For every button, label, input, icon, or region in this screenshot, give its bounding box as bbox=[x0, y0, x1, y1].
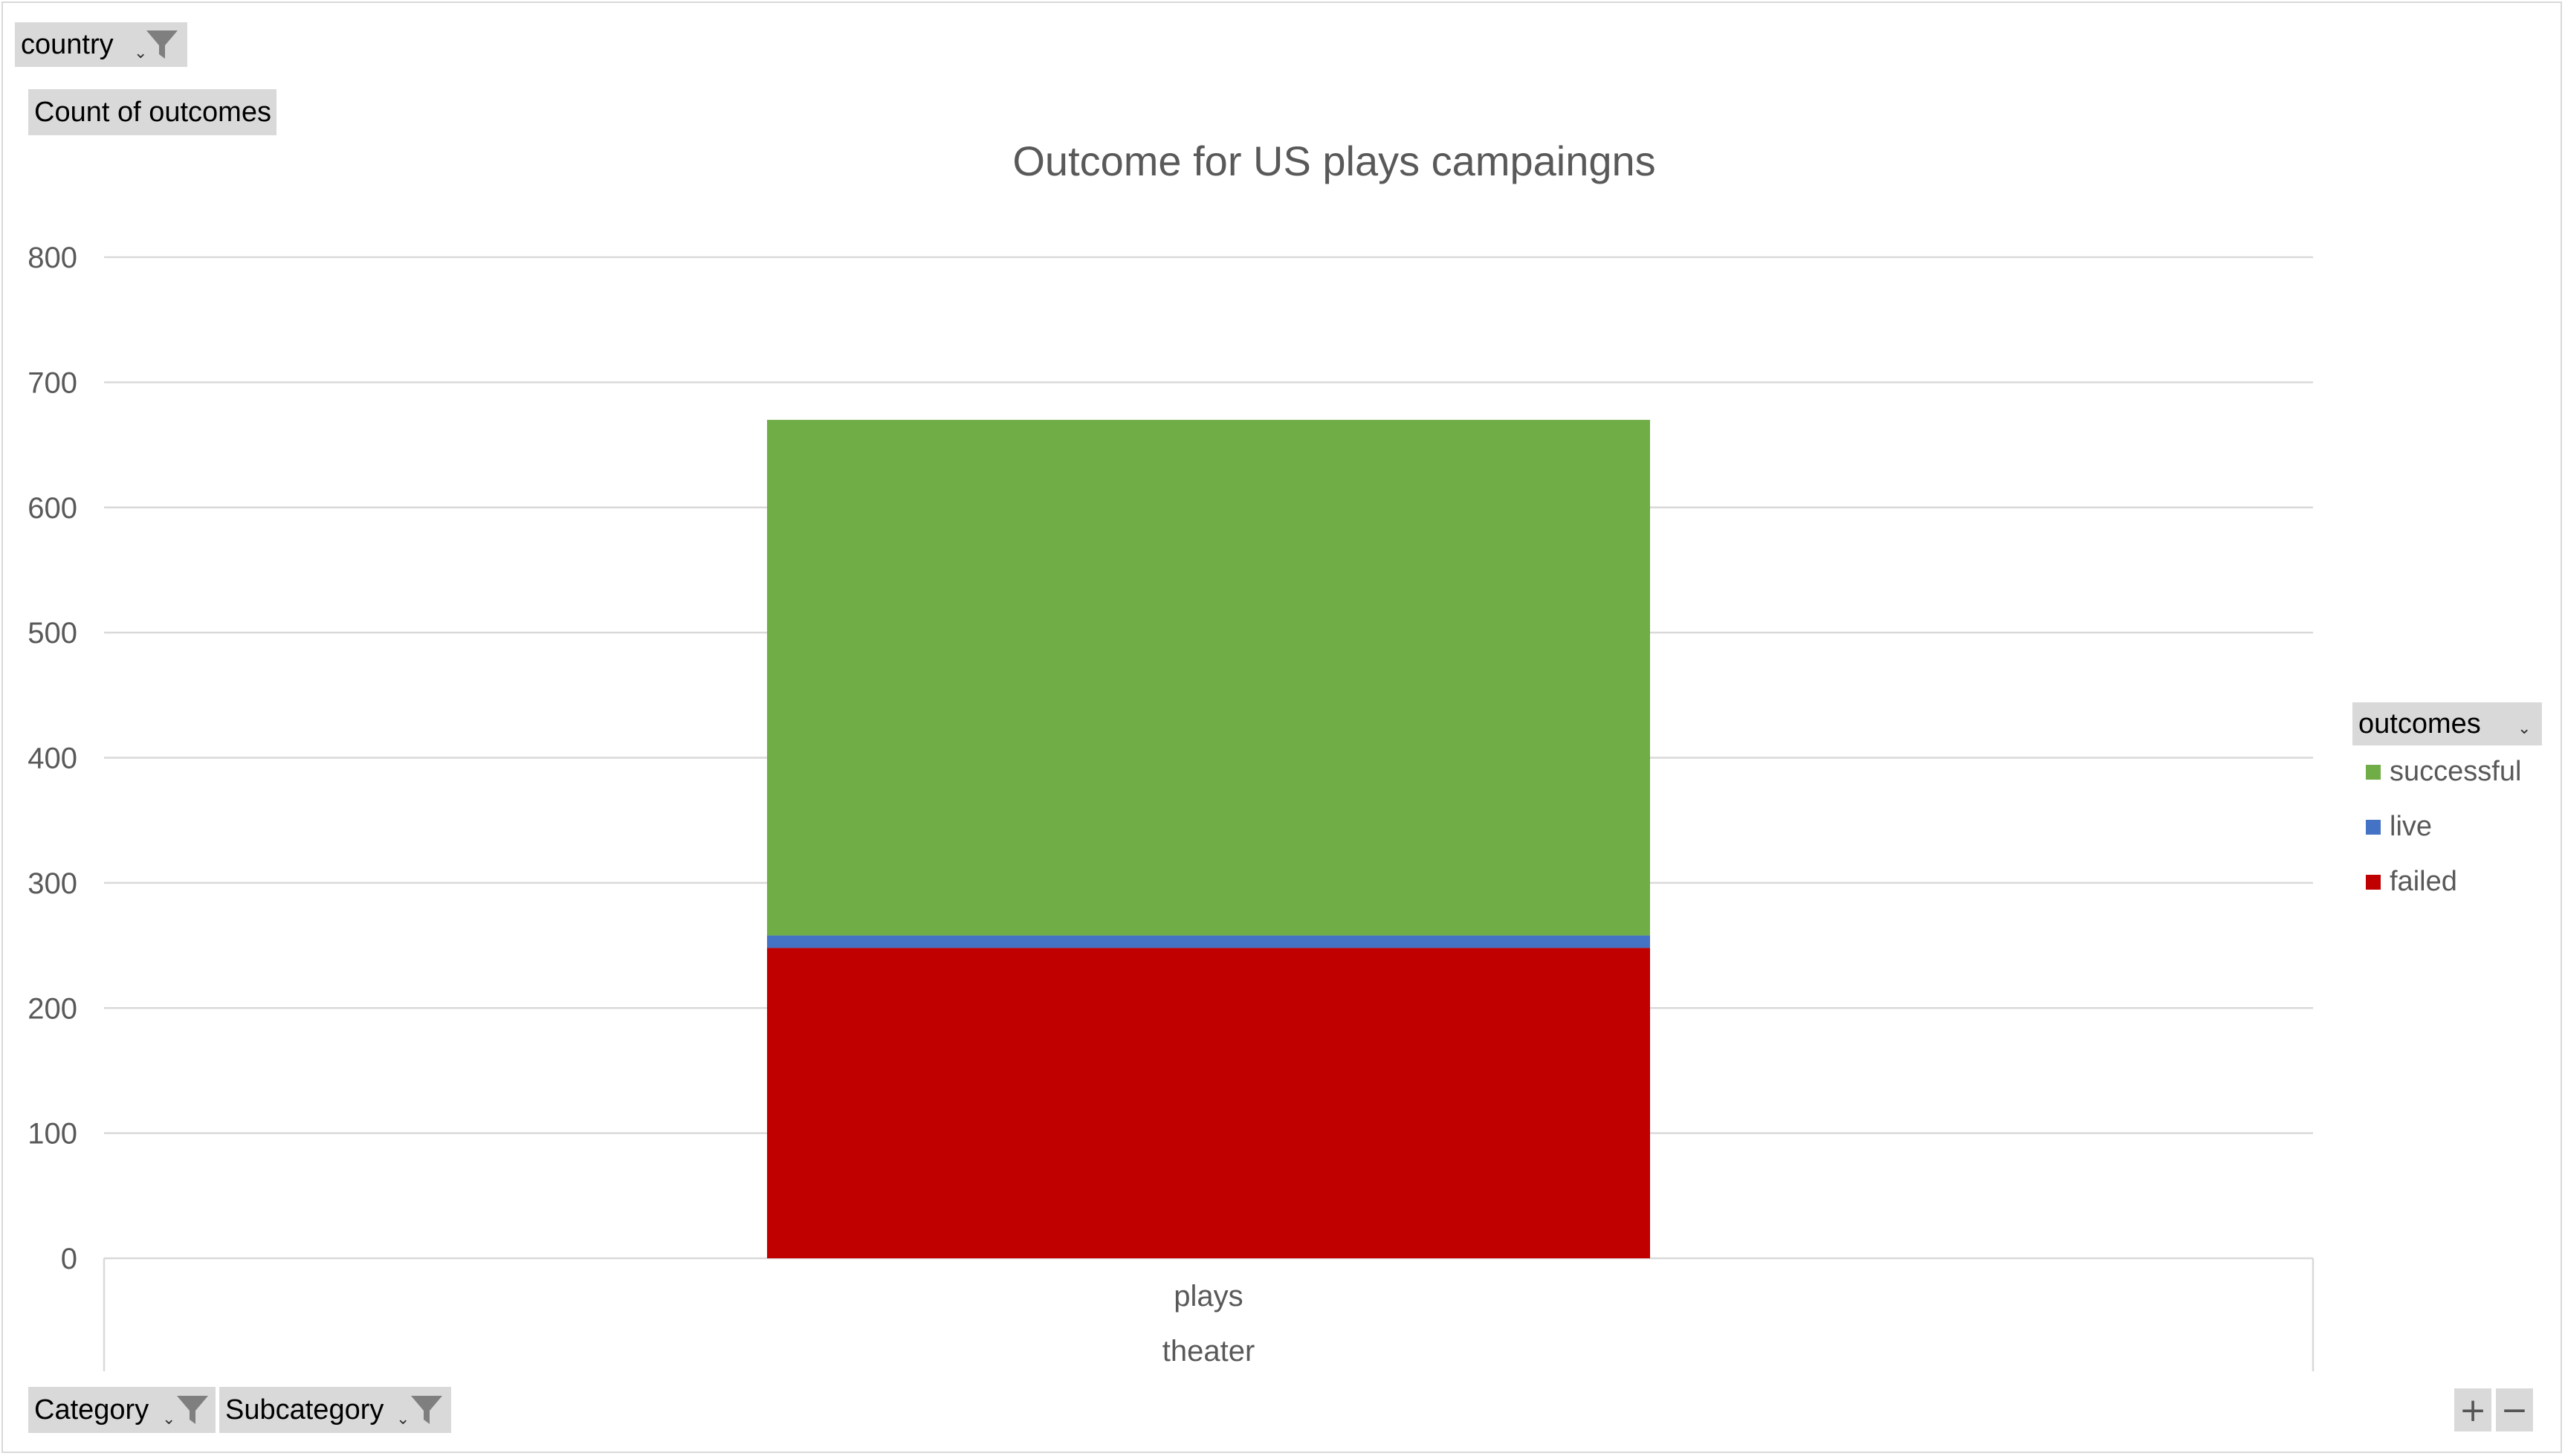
filter-icon bbox=[411, 1396, 442, 1424]
outcomes-legend-field-button[interactable]: outcomes ⌄ bbox=[2352, 702, 2542, 745]
y-tick-label: 600 bbox=[28, 492, 77, 525]
chart-title: Outcome for US plays campaingns bbox=[1012, 137, 1655, 184]
y-tick-label: 200 bbox=[28, 992, 77, 1025]
x-tick-label: plays bbox=[1174, 1280, 1243, 1313]
dropdown-arrow-icon: ⌄ bbox=[162, 1409, 176, 1428]
legend-label: live bbox=[2390, 811, 2433, 842]
values-field-label: Count of outcomes bbox=[34, 96, 271, 128]
filter-icon bbox=[146, 30, 178, 59]
x-group-label: theater bbox=[1162, 1335, 1255, 1368]
dropdown-arrow-icon: ⌄ bbox=[134, 43, 148, 62]
bar-segment-successful[interactable] bbox=[767, 419, 1650, 936]
y-tick-label: 300 bbox=[28, 867, 77, 900]
y-tick-label: 700 bbox=[28, 366, 77, 399]
legend-swatch bbox=[2366, 819, 2381, 835]
minus-icon: − bbox=[2500, 1391, 2529, 1429]
dropdown-arrow-icon: ⌄ bbox=[2517, 719, 2532, 737]
legend-item-successful: successful bbox=[2366, 756, 2521, 788]
legend-item-live: live bbox=[2366, 811, 2432, 843]
bar-segment-failed[interactable] bbox=[767, 948, 1650, 1258]
outcomes-field-label: outcomes bbox=[2358, 708, 2481, 740]
y-tick-label: 500 bbox=[28, 617, 77, 650]
legend-label: failed bbox=[2390, 866, 2457, 897]
bar-series bbox=[767, 419, 1650, 1258]
values-field-button[interactable]: Count of outcomes bbox=[28, 89, 276, 135]
plus-icon: + bbox=[2459, 1391, 2487, 1429]
category-filter-label: Category bbox=[34, 1394, 149, 1426]
legend-swatch bbox=[2366, 874, 2381, 890]
legend-label: successful bbox=[2390, 756, 2522, 787]
subcategory-filter-button[interactable]: Subcategory ⌄ bbox=[219, 1387, 451, 1433]
y-axis-ticks: 0 100 200 300 400 500 600 700 800 bbox=[28, 242, 77, 1275]
dropdown-arrow-icon: ⌄ bbox=[396, 1409, 410, 1428]
y-tick-label: 800 bbox=[28, 242, 77, 274]
y-tick-label: 100 bbox=[28, 1118, 77, 1151]
subcategory-filter-label: Subcategory bbox=[225, 1394, 384, 1426]
y-tick-label: 0 bbox=[61, 1243, 77, 1275]
zoom-out-button[interactable]: − bbox=[2496, 1388, 2533, 1431]
x-axis: plays theater bbox=[103, 1258, 2315, 1371]
country-filter-button[interactable]: country ⌄ bbox=[15, 22, 187, 67]
category-filter-button[interactable]: Category ⌄ bbox=[28, 1387, 216, 1433]
legend-item-failed: failed bbox=[2366, 866, 2457, 898]
bar-segment-live[interactable] bbox=[767, 935, 1650, 948]
zoom-in-button[interactable]: + bbox=[2454, 1388, 2491, 1431]
legend-swatch bbox=[2366, 764, 2381, 780]
country-filter-label: country bbox=[21, 28, 114, 60]
filter-icon bbox=[177, 1396, 208, 1424]
y-tick-label: 400 bbox=[28, 742, 77, 775]
